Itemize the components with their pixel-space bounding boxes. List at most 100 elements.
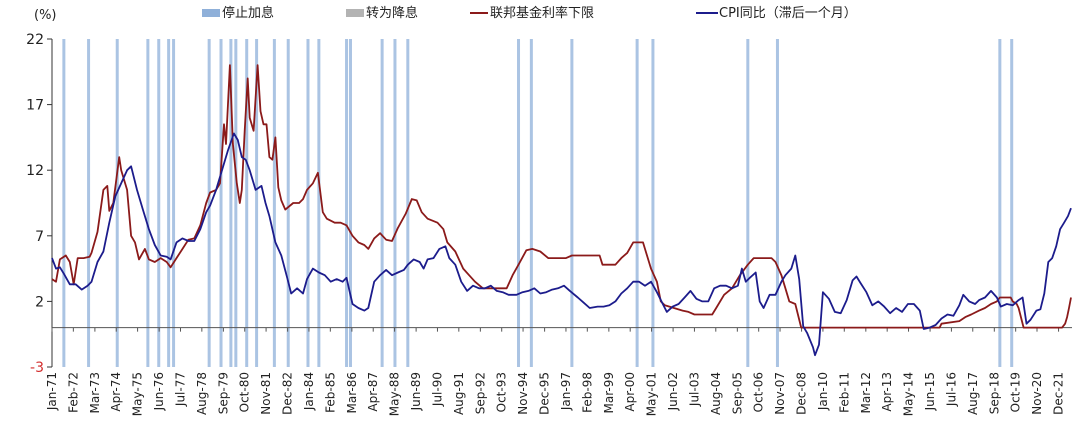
x-tick-label: Sep-05 [730,372,744,414]
pause-band [775,39,779,367]
x-tick-label: Jul-03 [687,372,701,407]
pause-band [146,39,150,367]
pause-band [998,39,1002,367]
x-tick-label: Sep-92 [473,372,487,414]
pause-bands [62,39,1014,367]
pause-band [157,39,161,367]
x-tick-label: Aug-04 [709,372,723,415]
pause-band [529,39,533,367]
x-tick-label: Nov-07 [773,372,787,415]
legend-label-cpi: CPI同比（滞后一个月） [719,6,857,21]
x-tick-label: Dec-95 [538,372,552,415]
legend-label-cut-band: 转为降息 [366,5,418,21]
x-tick-label: Apr-87 [366,372,380,412]
x-tick-label: Aug-78 [195,372,209,415]
pause-band [651,39,655,367]
x-tick-label: Jan-71 [45,372,59,411]
pause-band [115,39,119,367]
y-axis: -3 2 7 12 17 22 [26,32,53,376]
pause-band [380,39,384,367]
legend-label-fed-funds: 联邦基金利率下限 [490,5,594,21]
x-tick-label: Jan-84 [302,372,316,411]
x-tick-label: Sep-79 [216,372,230,414]
x-axis: Jan-71 Feb-72 Mar-73 Apr-74 May-75 Jun-76 Jul-… [45,327,1072,416]
pause-band [167,39,171,367]
x-tick-label: Jan-10 [816,372,830,411]
x-tick-label: Feb-72 [66,372,80,413]
x-tick-label: Oct-19 [1009,372,1023,412]
pause-band [570,39,574,367]
x-tick-label: Feb-11 [837,372,851,413]
pause-band [272,39,276,367]
pause-band [635,39,639,367]
x-tick-label: Dec-21 [1052,372,1066,415]
x-tick-label: Jun-15 [923,372,937,411]
y-unit-label: (%) [34,8,57,23]
y-tick-label: 22 [26,32,44,48]
pause-band [219,39,223,367]
pause-band [172,39,176,367]
x-tick-label: Apr-00 [623,372,637,412]
x-tick-label: Jun-89 [409,372,423,411]
pause-band [345,39,349,367]
pause-band [62,39,66,367]
x-tick-label: Oct-06 [752,372,766,412]
x-tick-label: Jul-16 [944,372,958,407]
x-tick-label: Apr-74 [109,372,123,412]
x-tick-label: May-01 [645,372,659,416]
pause-band [393,39,397,367]
x-tick-label: Oct-93 [495,372,509,412]
x-tick-label: Nov-20 [1030,372,1044,415]
pause-band [207,39,211,367]
x-tick-label: May-75 [131,372,145,416]
x-tick-label: Feb-98 [580,372,594,413]
x-tick-label: Oct-80 [238,372,252,412]
legend-swatch-cut-band [346,9,364,17]
pause-band [234,39,238,367]
pause-band [286,39,290,367]
x-tick-label: Aug-91 [452,372,466,415]
legend-swatch-pause-band [202,9,220,17]
cpi-yoy-line [51,132,1072,357]
pause-band [517,39,521,367]
x-tick-label: May-14 [902,372,916,416]
y-tick-label: 2 [35,294,44,310]
legend: 停止加息 转为降息 联邦基金利率下限 CPI同比（滞后一个月） [202,5,857,21]
x-tick-label: Aug-17 [966,372,980,415]
x-tick-label: Apr-13 [880,372,894,412]
x-tick-label: May-88 [388,372,402,416]
pause-band [229,39,233,367]
x-tick-label: Jul-77 [173,372,187,407]
x-tick-label: Jun-76 [152,372,166,411]
x-tick-label: Jan-97 [559,372,573,411]
pause-band [317,39,321,367]
x-tick-label: Dec-82 [281,372,295,415]
x-tick-label: Nov-94 [516,372,530,415]
pause-band [255,39,259,367]
series-lines [51,64,1072,357]
x-tick-label: Jun-02 [666,372,680,411]
pause-band [306,39,310,367]
y-tick-label: 7 [35,229,44,245]
pause-band [1010,39,1014,367]
y-tick-label: 17 [26,98,44,114]
pause-band [406,39,410,367]
x-tick-label: Mar-73 [88,372,102,413]
pause-band [87,39,91,367]
x-tick-label: Dec-08 [795,372,809,415]
legend-label-pause-band: 停止加息 [222,5,274,21]
x-tick-label: Mar-12 [859,372,873,413]
pause-band [348,39,352,367]
y-tick-label: -3 [30,360,44,376]
fed-funds-lower-bound-line [51,64,1072,329]
x-tick-label: Nov-81 [259,372,273,415]
x-tick-label: Mar-86 [345,372,359,413]
pause-band [245,39,249,367]
x-tick-label: Mar-99 [602,372,616,413]
y-tick-label: 12 [26,163,44,179]
x-tick-label: Sep-18 [987,372,1001,414]
x-tick-label: Feb-85 [323,372,337,413]
pause-band [746,39,750,367]
